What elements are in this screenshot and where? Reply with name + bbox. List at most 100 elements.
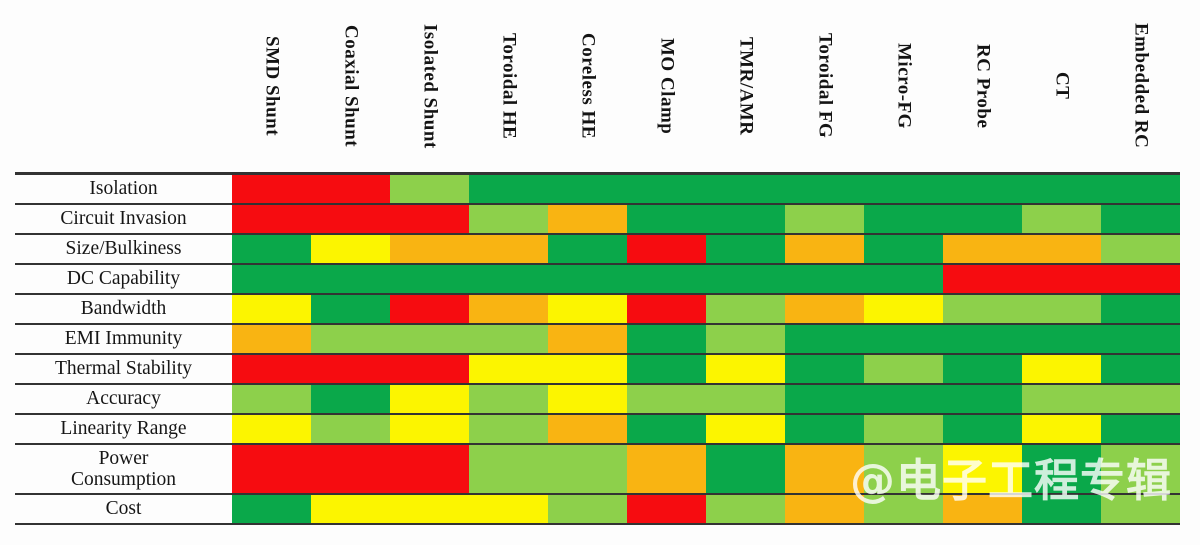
- matrix-cell: [1022, 175, 1101, 203]
- matrix-cell: [548, 235, 627, 263]
- matrix-cell: [1101, 415, 1180, 443]
- matrix-row: Size/Bulkiness: [15, 235, 1180, 265]
- matrix-cell: [1022, 385, 1101, 413]
- matrix-cell: [469, 415, 548, 443]
- matrix-cell: [785, 205, 864, 233]
- matrix-cell: [706, 385, 785, 413]
- matrix-cell: [785, 295, 864, 323]
- matrix-row: DC Capability: [15, 265, 1180, 295]
- column-header-label: Coaxial Shunt: [340, 24, 362, 148]
- matrix-cell: [706, 265, 785, 293]
- matrix-cell: [390, 235, 469, 263]
- matrix-cell: [469, 495, 548, 523]
- row-label-text: Linearity Range: [60, 418, 187, 440]
- matrix-cell: [943, 415, 1022, 443]
- matrix-cell: [864, 385, 943, 413]
- row-label-text: Cost: [105, 498, 142, 520]
- matrix-cell: [864, 495, 943, 523]
- matrix-cell: [548, 495, 627, 523]
- matrix-row: Accuracy: [15, 385, 1180, 415]
- row-label: Cost: [15, 495, 232, 523]
- matrix-cell: [1022, 235, 1101, 263]
- column-header-label: Embedded RC: [1130, 23, 1152, 149]
- row-label-text: Accuracy: [86, 388, 161, 410]
- column-header: Micro-FG: [864, 0, 943, 172]
- column-header: CT: [1022, 0, 1101, 172]
- matrix-cell: [706, 325, 785, 353]
- matrix-cell: [311, 235, 390, 263]
- matrix-cell: [1101, 445, 1180, 493]
- matrix-cell: [785, 235, 864, 263]
- row-label: Circuit Invasion: [15, 205, 232, 233]
- row-label: EMI Immunity: [15, 325, 232, 353]
- matrix-cell: [232, 355, 311, 383]
- column-header-label: Micro-FG: [893, 43, 915, 129]
- column-header-label: SMD Shunt: [261, 35, 283, 137]
- matrix-cell: [1101, 495, 1180, 523]
- matrix-cell: [627, 495, 706, 523]
- comparison-matrix: SMD Shunt Coaxial Shunt Isolated Shunt Toro…: [15, 0, 1180, 525]
- matrix-cell: [232, 235, 311, 263]
- matrix-cell: [943, 205, 1022, 233]
- matrix-cell: [548, 385, 627, 413]
- matrix-cell: [232, 445, 311, 493]
- column-header: Coreless HE: [548, 0, 627, 172]
- matrix-cell: [232, 415, 311, 443]
- matrix-cell: [785, 325, 864, 353]
- matrix-cell: [311, 175, 390, 203]
- matrix-cell: [390, 205, 469, 233]
- matrix-cell: [548, 175, 627, 203]
- row-label: Size/Bulkiness: [15, 235, 232, 263]
- matrix-cell: [390, 175, 469, 203]
- matrix-cell: [706, 355, 785, 383]
- row-label-text: Isolation: [89, 178, 158, 200]
- matrix-cell: [311, 205, 390, 233]
- matrix-cell: [1101, 205, 1180, 233]
- matrix-cell: [1022, 265, 1101, 293]
- matrix-cell: [864, 325, 943, 353]
- row-label: Accuracy: [15, 385, 232, 413]
- matrix-cell: [548, 415, 627, 443]
- matrix-cell: [390, 265, 469, 293]
- column-header: Toroidal FG: [785, 0, 864, 172]
- column-header-label: Isolated Shunt: [419, 23, 441, 149]
- matrix-cell: [232, 295, 311, 323]
- row-label: Isolation: [15, 175, 232, 203]
- matrix-cell: [232, 175, 311, 203]
- matrix-cell: [232, 495, 311, 523]
- matrix-cell: [864, 175, 943, 203]
- matrix-cell: [785, 265, 864, 293]
- matrix-cell: [311, 415, 390, 443]
- column-header-label: TMR/AMR: [735, 36, 757, 136]
- matrix-cell: [1101, 325, 1180, 353]
- matrix-cell: [232, 385, 311, 413]
- matrix-cell: [1022, 355, 1101, 383]
- matrix-cell: [1022, 495, 1101, 523]
- matrix-cell: [390, 445, 469, 493]
- matrix-cell: [548, 265, 627, 293]
- row-label-text: DC Capability: [66, 268, 181, 290]
- matrix-cell: [311, 265, 390, 293]
- matrix-cell: [390, 355, 469, 383]
- row-label: Thermal Stability: [15, 355, 232, 383]
- row-label-text: Bandwidth: [80, 298, 167, 320]
- column-header-label: CT: [1051, 72, 1073, 100]
- matrix-cell: [627, 295, 706, 323]
- matrix-cell: [943, 295, 1022, 323]
- matrix-cell: [390, 295, 469, 323]
- column-header-label: Toroidal FG: [814, 33, 836, 139]
- matrix-row: Bandwidth: [15, 295, 1180, 325]
- matrix-cell: [469, 235, 548, 263]
- matrix-cell: [785, 355, 864, 383]
- column-header-label: MO Clamp: [656, 37, 678, 135]
- matrix-cell: [1101, 265, 1180, 293]
- matrix-row: Thermal Stability: [15, 355, 1180, 385]
- matrix-cell: [311, 445, 390, 493]
- row-label-text: Size/Bulkiness: [65, 238, 182, 260]
- matrix-cell: [627, 205, 706, 233]
- matrix-cell: [706, 295, 785, 323]
- matrix-cell: [706, 495, 785, 523]
- matrix-cell: [1022, 205, 1101, 233]
- matrix-cell: [548, 445, 627, 493]
